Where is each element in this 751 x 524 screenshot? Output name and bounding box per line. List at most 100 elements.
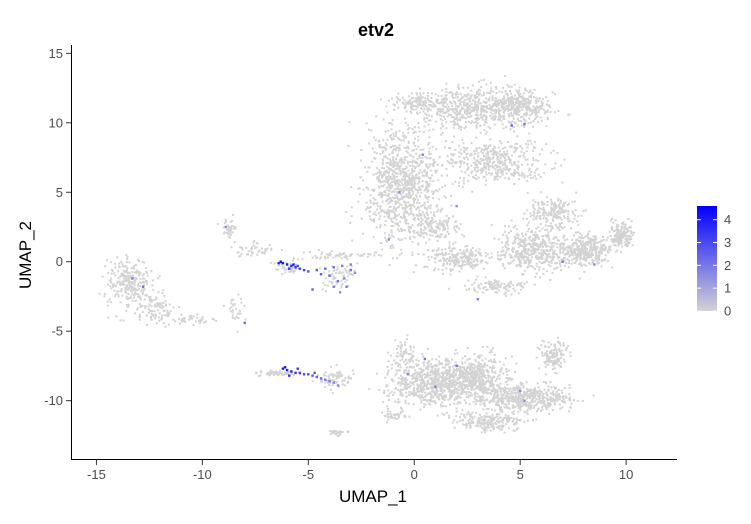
cell-point: [159, 306, 162, 309]
cell-point: [536, 167, 539, 170]
cell-point: [461, 233, 464, 236]
cell-point: [415, 231, 418, 234]
cell-point: [493, 123, 496, 126]
cell-point: [322, 281, 325, 284]
cell-point: [457, 83, 460, 86]
cell-point: [395, 214, 398, 217]
cell-point: [402, 192, 405, 195]
cell-point: [135, 288, 138, 291]
cell-point: [422, 229, 425, 232]
cell-point: [579, 256, 582, 259]
cell-point: [416, 157, 419, 160]
cell-point: [405, 166, 408, 169]
cell-point: [453, 121, 456, 124]
cell-point: [538, 206, 541, 209]
cell-point: [443, 378, 446, 381]
cell-point: [386, 111, 389, 114]
cell-point: [424, 396, 427, 399]
cell-point: [385, 212, 388, 215]
cell-point: [553, 267, 556, 270]
cell-point: [628, 241, 631, 244]
cell-point: [404, 358, 407, 361]
cell-point: [554, 203, 557, 206]
cell-point: [381, 158, 384, 161]
cell-point: [381, 166, 384, 169]
cell-point: [492, 285, 495, 288]
cell-point: [257, 250, 260, 253]
cell-point: [164, 300, 167, 303]
cell-point: [378, 217, 381, 220]
cell-point: [559, 199, 562, 202]
cell-point: [522, 217, 525, 220]
cell-point: [459, 372, 462, 375]
cell-point: [442, 101, 445, 104]
cell-point: [426, 181, 429, 184]
cell-point: [402, 171, 405, 174]
cell-point: [504, 90, 507, 93]
cell-point: [519, 239, 522, 242]
cell-point: [501, 164, 504, 167]
cell-point: [497, 107, 500, 110]
cell-point: [392, 246, 395, 249]
cell-point: [227, 230, 230, 233]
cell-point: [452, 242, 455, 245]
cell-point: [277, 264, 280, 267]
cell-point: [293, 270, 296, 273]
cell-point: [594, 247, 597, 250]
cell-point: [401, 355, 404, 358]
cell-point: [413, 137, 416, 140]
cell-point: [584, 250, 587, 253]
cell-point: [519, 238, 522, 241]
cell-point: [452, 215, 455, 218]
cell-point: [381, 200, 384, 203]
cell-point: [418, 209, 421, 212]
cell-point: [417, 139, 420, 142]
cell-point: [553, 249, 556, 252]
cell-point: [256, 253, 259, 256]
cell-point: [441, 107, 444, 110]
cell-point: [449, 267, 452, 270]
cell-point: [545, 96, 548, 99]
cell-point: [522, 154, 525, 157]
cell-point: [493, 146, 496, 149]
cell-point: [461, 116, 464, 119]
cell-point: [435, 205, 438, 208]
cell-point: [404, 222, 407, 225]
cell-point: [536, 249, 539, 252]
cell-point: [420, 214, 423, 217]
cell-point: [535, 233, 538, 236]
cell-point: [402, 388, 405, 391]
cell-point: [438, 113, 441, 116]
cell-point: [441, 122, 444, 125]
cell-point: [465, 109, 468, 112]
cell-point: [448, 244, 451, 247]
cell-point: [423, 107, 426, 110]
cell-point: [523, 98, 526, 101]
cell-point: [426, 183, 429, 186]
cell-point: [560, 218, 563, 221]
cell-point: [419, 111, 422, 114]
cell-point: [518, 238, 521, 241]
cell-point: [410, 179, 413, 182]
cell-point: [238, 255, 241, 258]
cell-point: [432, 221, 435, 224]
cell-point: [537, 226, 540, 229]
cell-point: [428, 165, 431, 168]
cell-point: [466, 158, 469, 161]
cell-point: [118, 262, 121, 265]
cell-point: [121, 294, 124, 297]
cell-point: [457, 93, 460, 96]
cell-point: [506, 236, 509, 239]
cell-point: [391, 393, 394, 396]
cell-point: [551, 218, 554, 221]
cell-point: [488, 401, 491, 404]
cell-point: [499, 157, 502, 160]
cell-point: [311, 256, 314, 259]
cell-point: [112, 286, 115, 289]
cell-point: [284, 271, 287, 274]
cell-point: [475, 95, 478, 98]
cell-point: [503, 267, 506, 270]
cell-point: [202, 321, 205, 324]
cell-point: [442, 264, 445, 267]
cell-point: [596, 257, 599, 260]
